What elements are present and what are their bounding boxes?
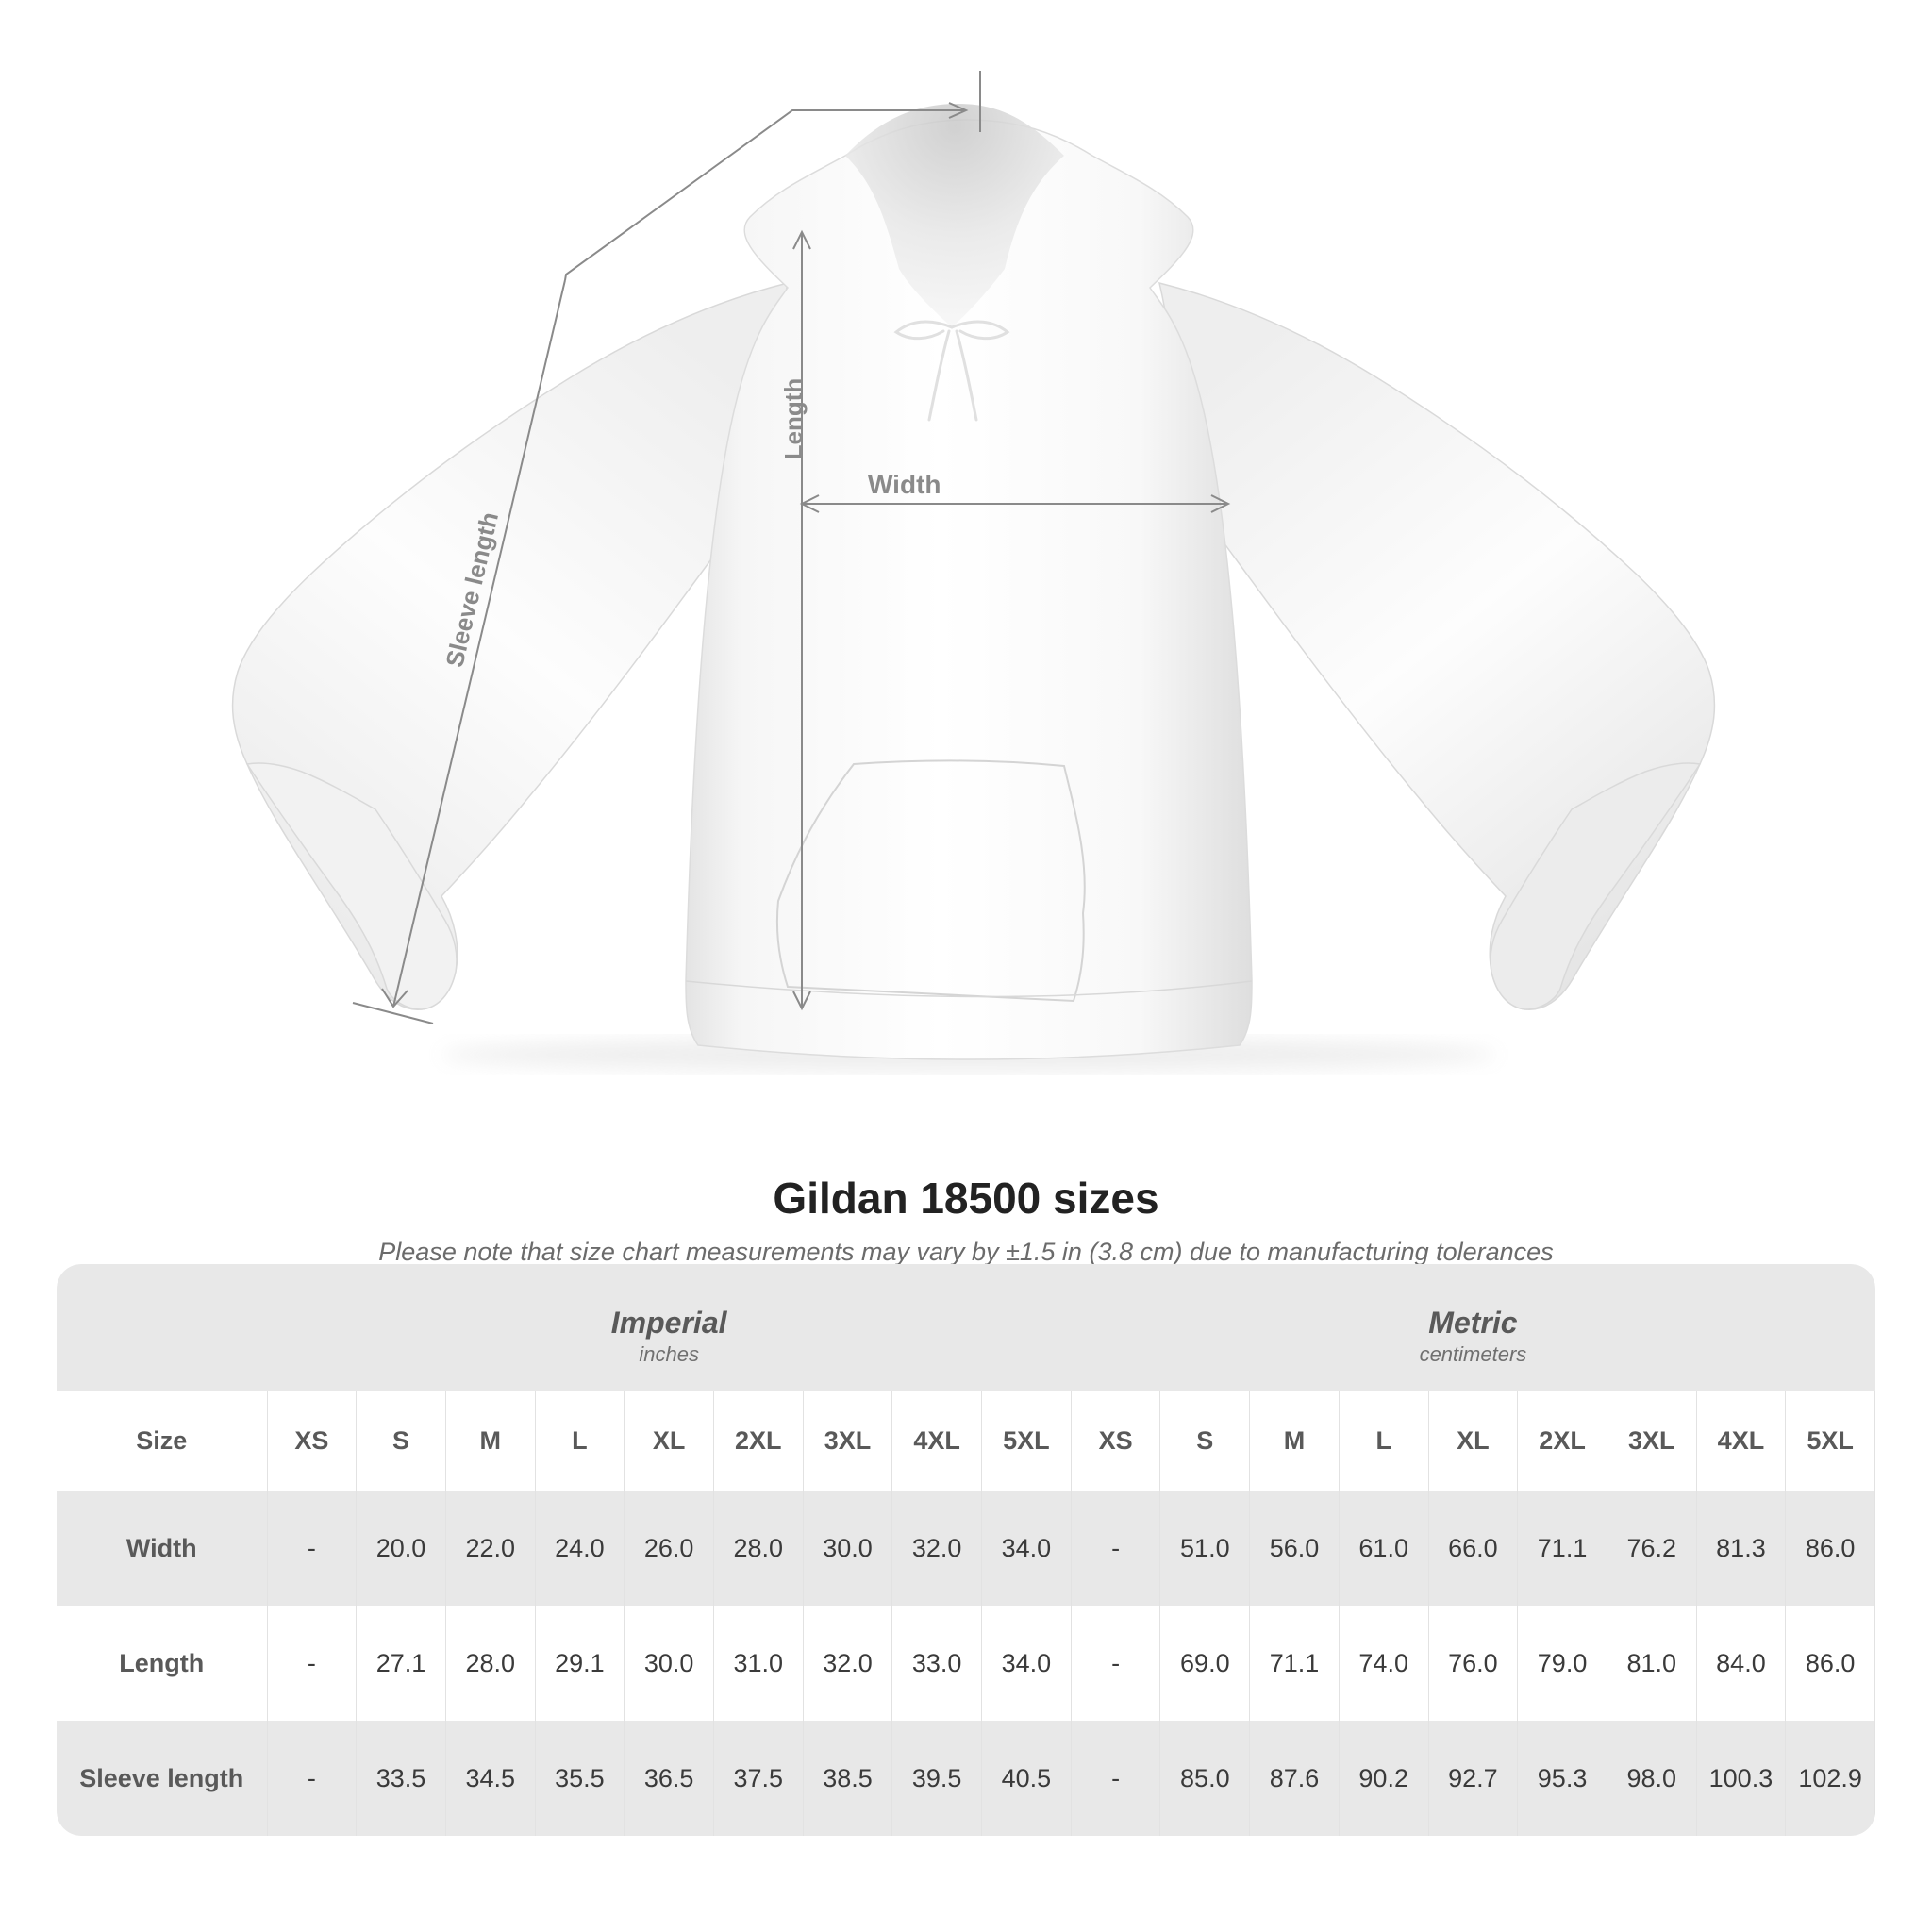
svg-text:Width: Width	[868, 470, 941, 499]
svg-text:Length: Length	[779, 378, 808, 460]
